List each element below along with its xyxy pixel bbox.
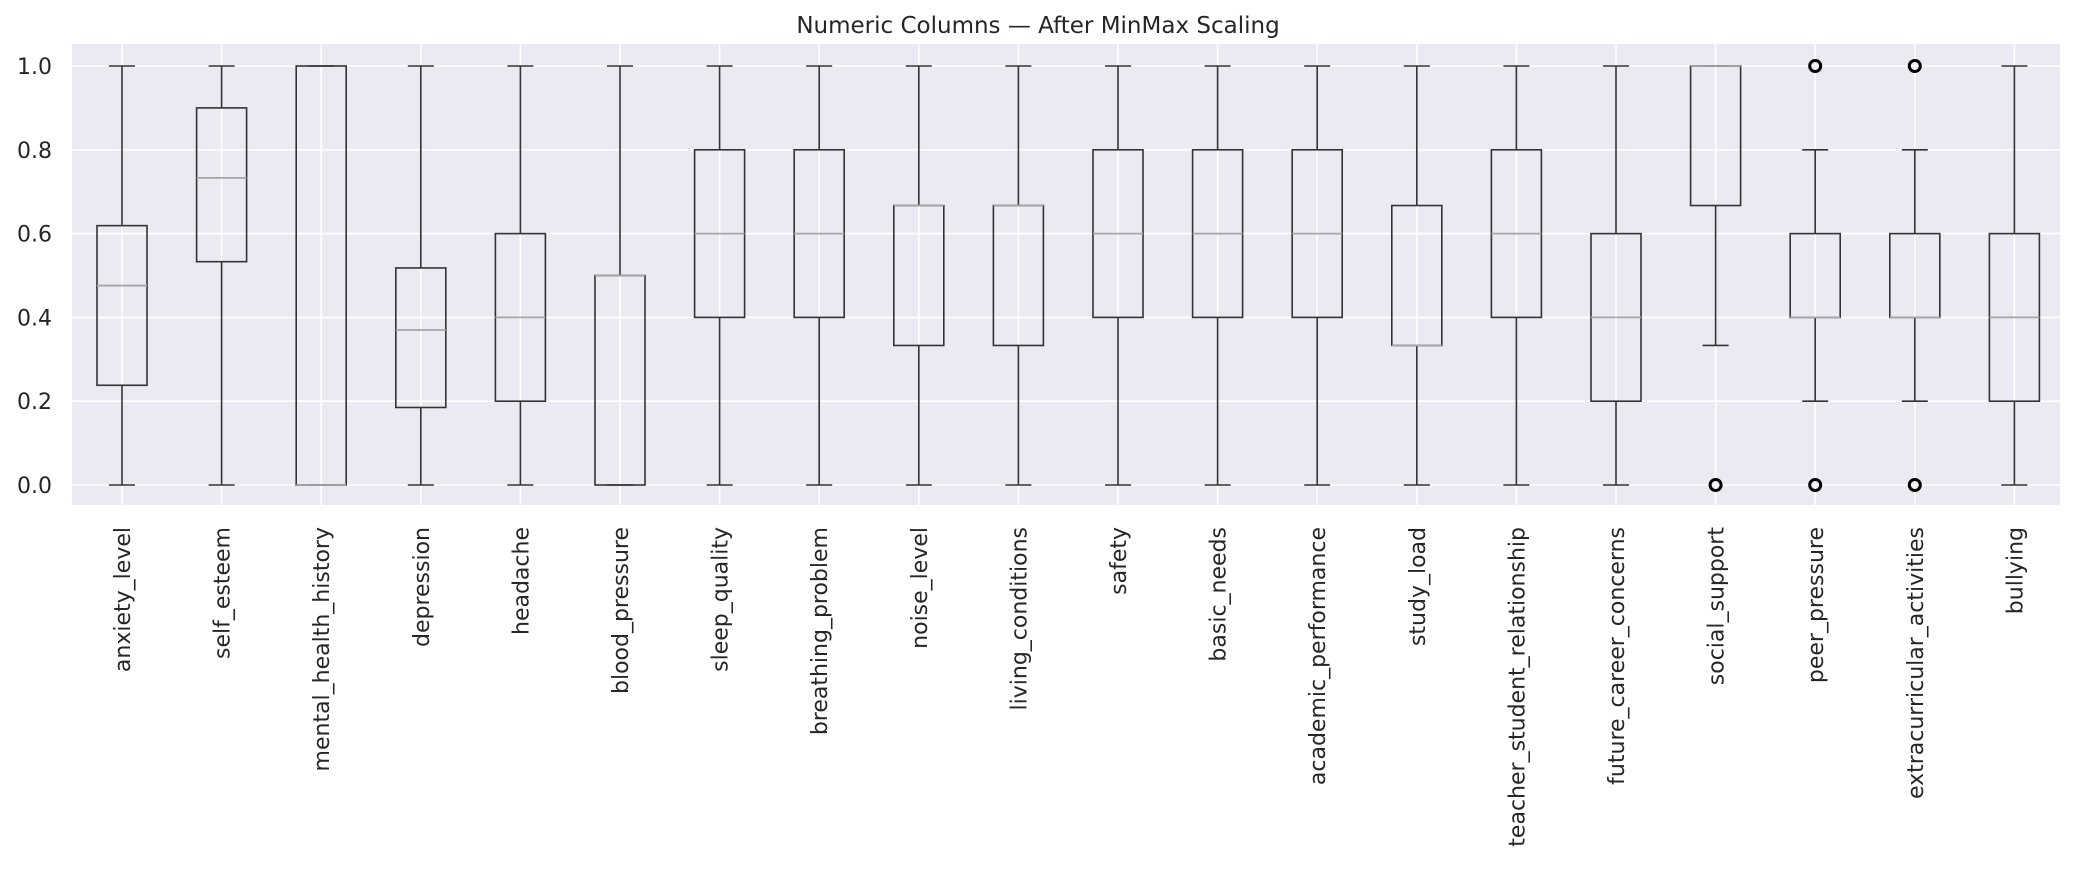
box-group-extracurricular-activities bbox=[1889, 59, 1941, 492]
x-axis-ticks: anxiety_level self_esteem mental_health_hi… bbox=[111, 527, 2028, 847]
y-tick-label: 1.0 bbox=[17, 55, 52, 80]
boxes bbox=[96, 59, 2041, 492]
y-tick-label: 0.4 bbox=[17, 306, 52, 331]
x-tick-label: self_esteem bbox=[211, 527, 236, 659]
x-tick-label: noise_level bbox=[908, 527, 933, 649]
x-tick-label: social_support bbox=[1705, 527, 1730, 686]
box-group-breathing-problem bbox=[793, 65, 846, 486]
box-group-headache bbox=[494, 65, 547, 486]
x-tick-label: extracurricular_activities bbox=[1904, 527, 1929, 799]
box-group-study-load bbox=[1391, 65, 1443, 486]
box-group-living-conditions bbox=[992, 65, 1045, 486]
box-group-safety bbox=[1092, 65, 1144, 486]
box-group-sleep-quality bbox=[693, 65, 746, 486]
y-tick-label: 0.6 bbox=[17, 223, 52, 248]
x-tick-label: breathing_problem bbox=[808, 527, 833, 735]
x-tick-label: study_load bbox=[1406, 527, 1431, 646]
x-tick-label: basic_needs bbox=[1207, 527, 1232, 662]
x-tick-label: peer_pressure bbox=[1804, 527, 1829, 683]
box-group-self-esteem bbox=[195, 65, 248, 486]
x-tick-label: safety bbox=[1107, 527, 1132, 595]
x-tick-label: mental_health_history bbox=[310, 527, 335, 771]
x-tick-label: bullying bbox=[2003, 527, 2028, 614]
outlier-point bbox=[1808, 478, 1823, 492]
outlier-point bbox=[1907, 59, 1922, 73]
y-tick-label: 0.2 bbox=[17, 390, 52, 415]
outlier-point bbox=[1907, 478, 1922, 492]
y-tick-label: 0.8 bbox=[17, 139, 52, 164]
box-group-noise-level bbox=[892, 65, 945, 486]
box-group-peer-pressure bbox=[1789, 59, 1841, 492]
chart-title: Numeric Columns — After MinMax Scaling bbox=[796, 13, 1279, 39]
iqr-box bbox=[96, 224, 148, 387]
x-tick-label: depression bbox=[410, 527, 435, 647]
outlier-point bbox=[1808, 59, 1823, 73]
box-group-future-career-concerns bbox=[1590, 65, 1642, 486]
box-group-academic-performance bbox=[1291, 65, 1343, 486]
x-tick-label: future_career_concerns bbox=[1605, 527, 1630, 785]
x-tick-label: teacher_student_relationship bbox=[1505, 527, 1530, 847]
outlier-point bbox=[1708, 478, 1723, 492]
x-tick-label: blood_pressure bbox=[609, 527, 634, 694]
x-tick-label: anxiety_level bbox=[111, 527, 136, 672]
box-group-teacher-student-relationship bbox=[1490, 65, 1543, 486]
x-tick-label: academic_performance bbox=[1306, 527, 1331, 785]
x-tick-label: headache bbox=[509, 527, 534, 635]
box-group-mental-health-history bbox=[295, 65, 348, 486]
x-tick-label: living_conditions bbox=[1007, 527, 1032, 710]
box-group-bullying bbox=[1988, 65, 2041, 486]
y-axis-ticks: 0.0 0.2 0.4 0.6 0.8 1.0 bbox=[17, 55, 52, 499]
box-group-basic-needs bbox=[1191, 65, 1244, 486]
x-tick-label: sleep_quality bbox=[709, 527, 734, 672]
plot-area bbox=[72, 44, 2060, 505]
box-group-anxiety-level bbox=[96, 65, 148, 486]
box-group-blood-pressure bbox=[594, 65, 646, 486]
y-tick-label: 0.0 bbox=[17, 474, 52, 499]
box-group-social-support bbox=[1689, 65, 1742, 492]
iqr-box bbox=[195, 107, 248, 263]
box-group-depression bbox=[394, 65, 447, 486]
iqr-box bbox=[394, 267, 447, 409]
